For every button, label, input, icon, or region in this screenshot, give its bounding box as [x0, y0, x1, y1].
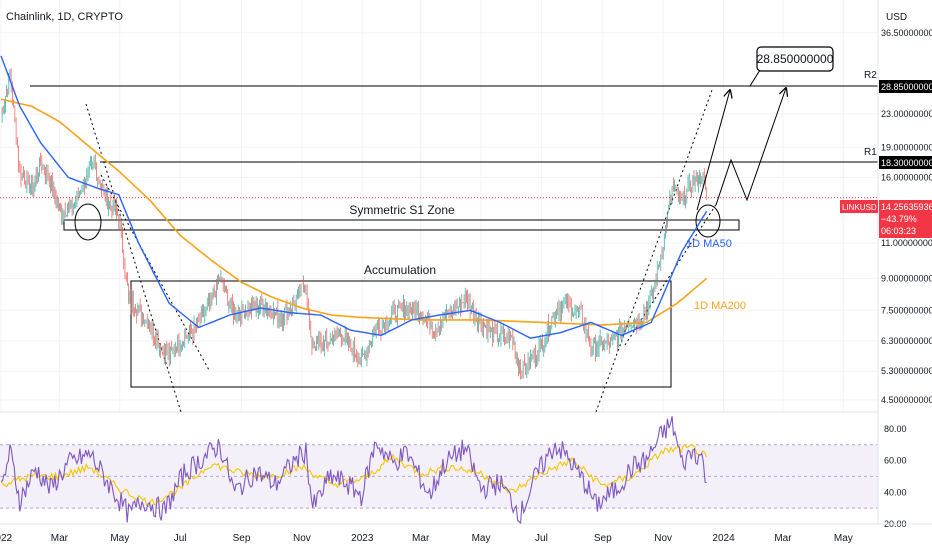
current-change-text: −43.79% — [881, 214, 917, 224]
time-label: May — [110, 533, 129, 544]
price-tick-label: 11.000000000 — [881, 238, 932, 248]
rsi-tick-label: 60.00 — [884, 456, 907, 466]
rsi-line — [0, 416, 707, 525]
callout-pointer — [749, 69, 761, 87]
ascending-channel-lower[interactable] — [624, 202, 718, 346]
time-label: 2023 — [351, 533, 374, 544]
current-symbol-text: LINKUSD — [842, 203, 877, 212]
time-label: Jul — [535, 533, 548, 544]
accumulation-label: Accumulation — [364, 263, 436, 277]
ascending-channel-upper[interactable] — [595, 89, 713, 413]
time-label: Nov — [654, 533, 672, 544]
current-price-text: 14.256359365 — [881, 202, 932, 212]
time-label: Sep — [594, 533, 612, 544]
r1-price-badge: 18.300000000 — [879, 156, 932, 169]
price-axis-ticks: 36.500000000 23.000000000 19.000000000 16.0… — [881, 28, 932, 405]
time-label: 2022 — [0, 533, 13, 544]
rsi-tick-label: 80.00 — [884, 424, 907, 434]
r1-price-badge-text: 18.300000000 — [881, 158, 932, 168]
countdown-text: 06:03:23 — [881, 226, 916, 236]
price-tick-label: 36.500000000 — [881, 28, 932, 38]
projection-arrow-left[interactable] — [696, 90, 730, 211]
ma200-line — [0, 98, 708, 326]
current-price-badge: LINKUSD 14.256359365 −43.79% 06:03:23 — [840, 200, 932, 238]
s1-test-circle-right[interactable] — [695, 204, 721, 238]
time-label: May — [472, 533, 491, 544]
price-tick-label: 23.000000000 — [881, 109, 932, 119]
time-label: May — [834, 533, 853, 544]
rsi-tick-label: 40.00 — [884, 487, 907, 497]
s1-test-circle-left[interactable] — [74, 203, 102, 241]
price-tick-label: 5.300000000 — [881, 366, 932, 376]
r2-label: R2 — [864, 70, 877, 81]
time-label: Mar — [774, 533, 792, 544]
ma50-label: 1D MA50 — [686, 238, 732, 250]
time-label: 2024 — [712, 533, 735, 544]
s1-zone-label: Symmetric S1 Zone — [349, 203, 455, 217]
time-label: Jul — [174, 533, 187, 544]
price-tick-label: 16.000000000 — [881, 172, 932, 182]
time-label: Mar — [51, 533, 69, 544]
ma50-line — [0, 55, 708, 339]
r1-label: R1 — [864, 147, 877, 158]
target-callout-box[interactable] — [756, 46, 834, 72]
time-axis[interactable] — [0, 524, 878, 550]
descending-trendline-inner[interactable] — [100, 174, 210, 371]
r2-price-badge: 28.850000000 — [879, 80, 932, 93]
r2-price-badge-text: 28.850000000 — [881, 82, 932, 92]
time-label: Mar — [412, 533, 430, 544]
price-tick-label: 6.300000000 — [881, 336, 932, 346]
price-tick-label: 9.000000000 — [881, 273, 932, 283]
currency-label: USD — [886, 12, 907, 23]
price-tick-label: 4.500000000 — [881, 395, 932, 405]
symbol-title: Chainlink, 1D, CRYPTO — [6, 11, 123, 23]
time-axis-labels: 2022 Mar May Jul Sep Nov 2023 Mar May Jul Sep Nov 20… — [0, 533, 853, 544]
projection-arrow-right[interactable] — [715, 88, 786, 206]
s1-zone-box[interactable] — [63, 219, 740, 231]
price-pane[interactable] — [0, 0, 878, 412]
time-label: Nov — [293, 533, 311, 544]
price-tick-label: 19.000000000 — [881, 142, 932, 152]
descending-trendline-outer[interactable] — [85, 103, 182, 413]
price-tick-label: 7.500000000 — [881, 305, 932, 315]
accumulation-box[interactable] — [130, 280, 672, 388]
target-callout-text: 28.850000000 — [757, 52, 834, 66]
rsi-ma-line — [0, 444, 708, 508]
ma200-label: 1D MA200 — [694, 300, 746, 312]
time-label: Sep — [233, 533, 251, 544]
